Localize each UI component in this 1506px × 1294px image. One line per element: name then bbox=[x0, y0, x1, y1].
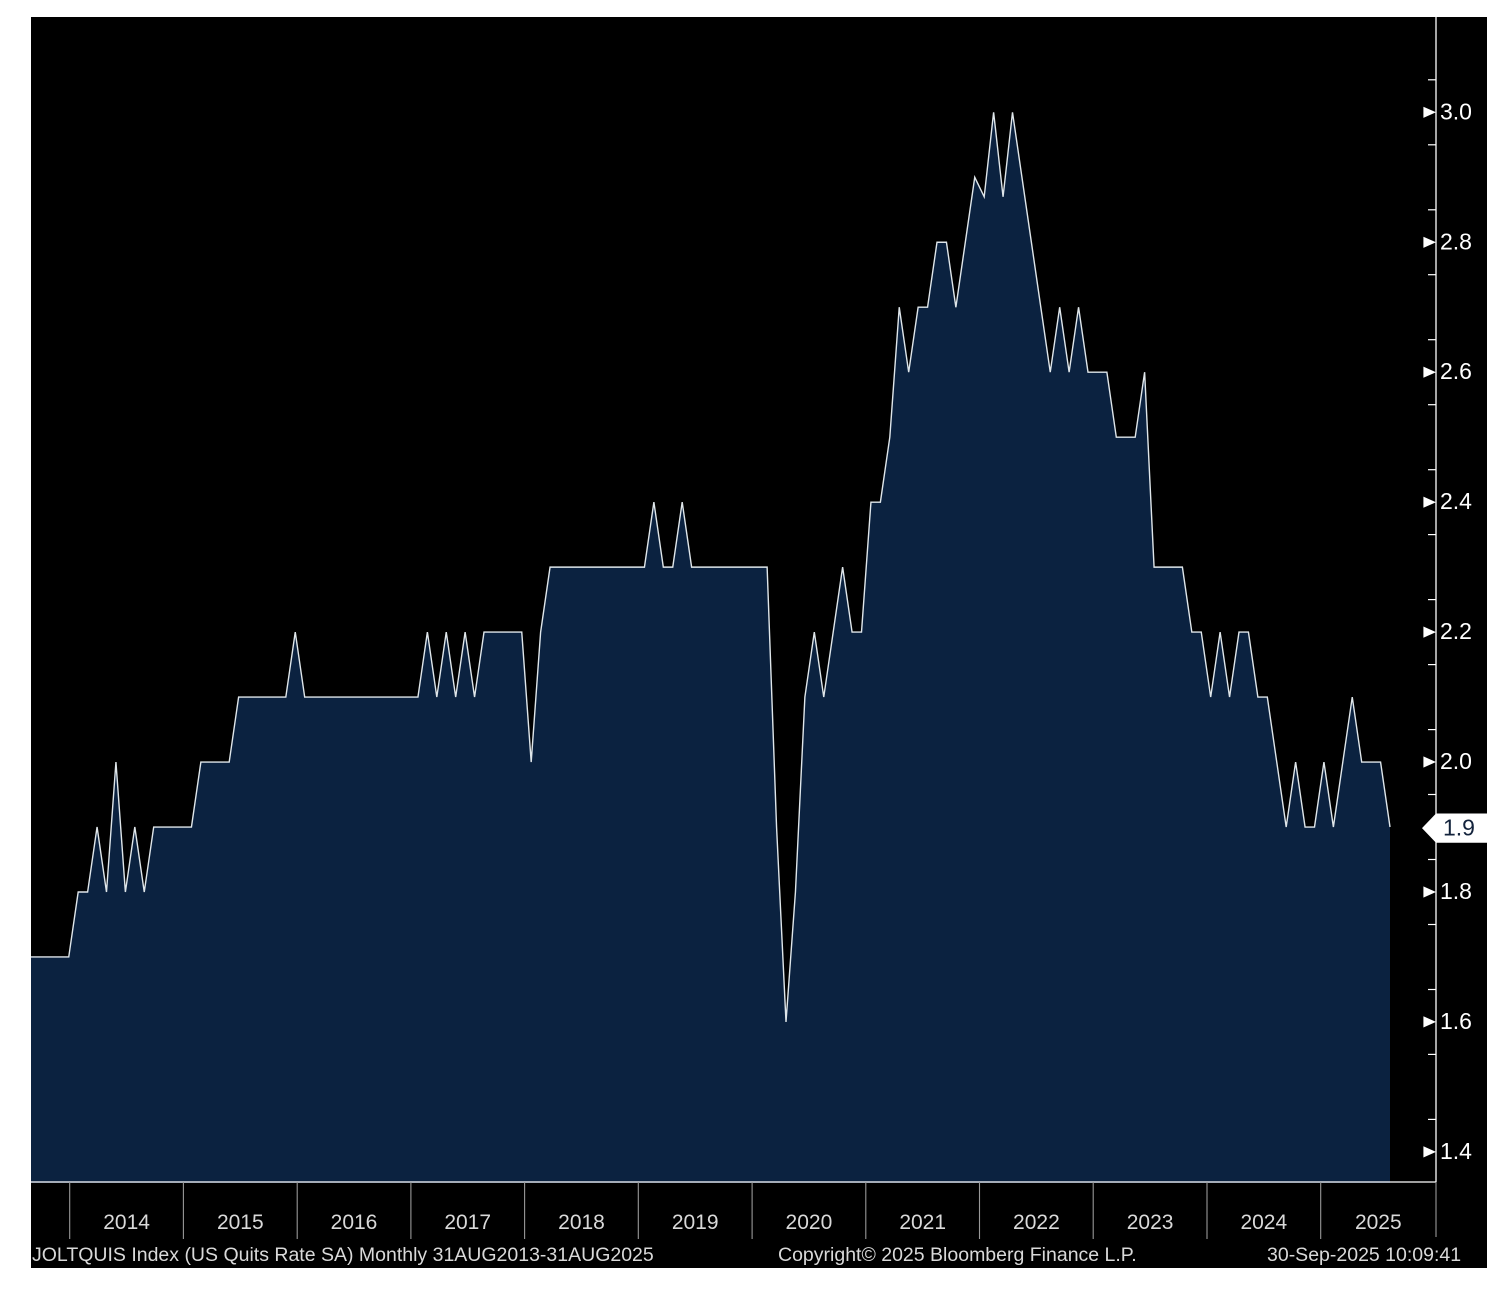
svg-text:1.6: 1.6 bbox=[1440, 1008, 1472, 1034]
svg-text:2024: 2024 bbox=[1240, 1211, 1287, 1234]
svg-text:JOLTQUIS Index (US Quits Rate: JOLTQUIS Index (US Quits Rate SA) Monthl… bbox=[32, 1244, 654, 1266]
svg-text:2014: 2014 bbox=[103, 1211, 150, 1234]
svg-text:2021: 2021 bbox=[899, 1211, 946, 1234]
svg-text:1.9: 1.9 bbox=[1443, 815, 1475, 841]
svg-text:2016: 2016 bbox=[331, 1211, 378, 1234]
svg-text:2.0: 2.0 bbox=[1440, 748, 1472, 774]
svg-text:2017: 2017 bbox=[444, 1211, 491, 1234]
svg-text:2022: 2022 bbox=[1013, 1211, 1060, 1234]
svg-text:2.2: 2.2 bbox=[1440, 618, 1472, 644]
svg-text:2015: 2015 bbox=[217, 1211, 264, 1234]
svg-text:Copyright© 2025 Bloomberg Fina: Copyright© 2025 Bloomberg Finance L.P. bbox=[778, 1244, 1137, 1266]
svg-text:2019: 2019 bbox=[672, 1211, 719, 1234]
svg-text:3.0: 3.0 bbox=[1440, 98, 1472, 124]
svg-text:2.4: 2.4 bbox=[1440, 488, 1472, 514]
svg-text:1.4: 1.4 bbox=[1440, 1138, 1472, 1164]
svg-text:30-Sep-2025 10:09:41: 30-Sep-2025 10:09:41 bbox=[1267, 1244, 1461, 1266]
svg-text:2.6: 2.6 bbox=[1440, 358, 1472, 384]
svg-text:2025: 2025 bbox=[1355, 1211, 1402, 1234]
svg-text:2023: 2023 bbox=[1127, 1211, 1174, 1234]
svg-text:1.8: 1.8 bbox=[1440, 878, 1472, 904]
svg-text:2018: 2018 bbox=[558, 1211, 605, 1234]
svg-text:2020: 2020 bbox=[786, 1211, 833, 1234]
svg-text:2.8: 2.8 bbox=[1440, 228, 1472, 254]
